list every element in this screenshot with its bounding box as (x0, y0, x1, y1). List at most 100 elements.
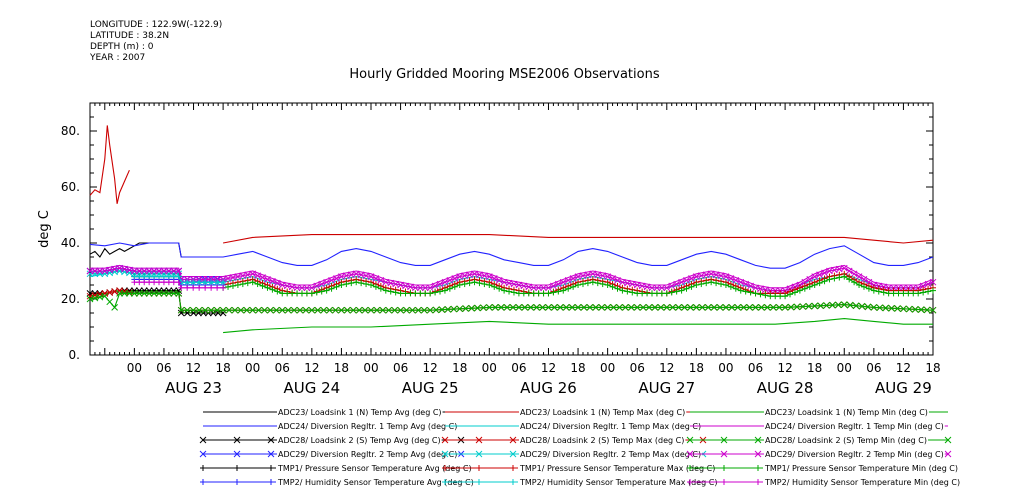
data-point (91, 267, 99, 275)
data-point (96, 293, 104, 301)
data-point (131, 267, 138, 275)
legend-label-background (763, 464, 960, 473)
data-point (409, 306, 416, 314)
data-point (86, 267, 94, 275)
data-point (746, 304, 753, 311)
data-point (697, 272, 705, 280)
data-point (261, 306, 268, 314)
data-point (255, 306, 262, 314)
legend-label-background (277, 408, 443, 417)
data-point (116, 290, 123, 297)
series-line (89, 292, 934, 311)
legend-marker (441, 436, 449, 444)
data-point (545, 304, 552, 311)
data-point (379, 306, 387, 314)
data-point (91, 291, 99, 299)
x-tick-label: 18 (925, 361, 940, 375)
data-point (403, 306, 410, 314)
legend-marker (686, 450, 694, 458)
data-point (653, 284, 661, 292)
x-tick-label: 12 (659, 361, 674, 375)
data-point (876, 304, 884, 312)
legend-label: ADC24/ Diversion Regltr. 1 Temp Max (deg… (520, 422, 701, 431)
data-point (140, 290, 148, 297)
x-tick-label: 12 (777, 361, 792, 375)
series-16 (220, 273, 936, 300)
series-3 (222, 234, 934, 244)
data-point (86, 270, 94, 278)
y-tick-label: 20. (61, 292, 80, 306)
data-point (323, 278, 330, 286)
legend-entry: ADC24/ Diversion Regltr. 1 Temp Max (deg… (445, 422, 703, 431)
data-point (111, 268, 119, 276)
data-point (568, 304, 576, 311)
x-tick-label: 00 (600, 361, 615, 375)
data-point (698, 304, 706, 311)
data-point (497, 304, 505, 311)
legend-entry: ADC29/ Diversion Regltr. 2 Temp Max (deg… (441, 450, 707, 459)
data-point (911, 306, 919, 313)
longitude-label: LONGITUDE : 122.9W(-122.9) (90, 20, 223, 30)
data-point (326, 306, 333, 314)
data-point (318, 280, 326, 288)
legend-label-background (276, 478, 475, 487)
data-point (742, 280, 750, 288)
data-point (858, 302, 866, 310)
day-label: AUG 26 (520, 379, 577, 397)
data-point (924, 280, 932, 288)
data-point (86, 295, 94, 303)
data-point (338, 306, 345, 314)
data-point (826, 267, 833, 275)
legend-label: TMP2/ Humidity Sensor Temperature Avg (d… (277, 478, 474, 487)
data-point (438, 306, 446, 313)
data-point (213, 306, 221, 314)
data-point (259, 274, 266, 281)
plot-border (89, 102, 934, 356)
data-point (302, 306, 310, 314)
data-point (835, 265, 843, 273)
data-point (432, 306, 440, 314)
data-point (799, 303, 807, 310)
data-point (165, 287, 173, 294)
data-point (145, 290, 153, 297)
data-point (135, 287, 143, 294)
data-point (278, 306, 286, 314)
data-point (160, 287, 168, 294)
data-point (239, 272, 247, 280)
data-point (219, 306, 227, 314)
data-point (385, 306, 393, 314)
depth-label: DEPTH (m) : 0 (90, 42, 154, 52)
data-point (225, 306, 233, 314)
data-point (535, 284, 542, 292)
legend-marker (509, 450, 517, 458)
latitude-label: LATITUDE : 38.2N (90, 31, 170, 41)
data-point (929, 306, 937, 314)
data-point (580, 304, 588, 311)
data-point (834, 301, 842, 309)
day-label: AUG 25 (402, 379, 459, 397)
legend-label-background (764, 436, 929, 445)
data-point (669, 304, 677, 311)
legend-marker (475, 436, 483, 444)
data-point (604, 273, 611, 280)
legend-label-background (519, 436, 686, 445)
data-point (627, 304, 635, 311)
x-tick-label: 18 (452, 361, 467, 375)
series-line (90, 267, 934, 292)
data-point (303, 284, 311, 292)
data-point (101, 267, 109, 275)
data-point (747, 282, 754, 290)
data-point (704, 304, 712, 311)
x-tick-label: 18 (215, 361, 230, 375)
data-point (160, 267, 168, 275)
data-point (214, 309, 222, 317)
data-point (175, 267, 183, 275)
data-point (96, 267, 104, 275)
x-tick-label: 00 (718, 361, 733, 375)
legend-entry: ADC29/ Diversion Regltr. 2 Temp Min (deg… (686, 450, 952, 459)
legend-label-background (764, 408, 929, 417)
series-4 (223, 318, 933, 334)
data-point (716, 304, 724, 311)
data-point (574, 304, 582, 311)
